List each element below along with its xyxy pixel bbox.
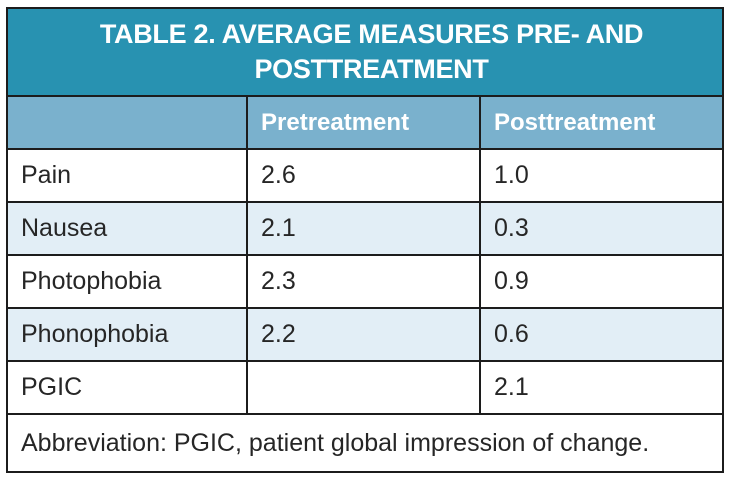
- column-header-pretreatment: Pretreatment: [246, 95, 481, 150]
- posttreatment-value: 0.6: [478, 307, 725, 362]
- table-row-phonophobia: Phonophobia 2.2 0.6: [6, 307, 725, 362]
- posttreatment-value: 2.1: [478, 360, 725, 415]
- table-title-line1: TABLE 2. AVERAGE MEASURES PRE- AND: [99, 19, 644, 50]
- pretreatment-value: 2.6: [246, 148, 481, 203]
- measures-table: TABLE 2. AVERAGE MEASURES PRE- AND POSTT…: [5, 7, 725, 473]
- abbreviation-footnote: Abbreviation: PGIC, patient global impre…: [5, 413, 725, 473]
- row-label: Pain: [6, 148, 248, 203]
- posttreatment-value: 1.0: [478, 148, 725, 203]
- posttreatment-value: 0.9: [478, 254, 725, 309]
- pretreatment-value: 2.2: [246, 307, 481, 362]
- posttreatment-value: 0.3: [478, 201, 725, 256]
- pretreatment-value: 2.3: [246, 254, 481, 309]
- title-row: TABLE 2. AVERAGE MEASURES PRE- AND POSTT…: [5, 7, 725, 97]
- table-title: TABLE 2. AVERAGE MEASURES PRE- AND POSTT…: [99, 17, 644, 86]
- pretreatment-value: 2.1: [246, 201, 481, 256]
- row-label: PGIC: [6, 360, 248, 415]
- table-title-line2: POSTTREATMENT: [254, 54, 489, 84]
- row-label: Nausea: [6, 201, 248, 256]
- row-label: Phonophobia: [6, 307, 248, 362]
- table-row-pain: Pain 2.6 1.0: [6, 148, 725, 203]
- column-header-row: Pretreatment Posttreatment: [6, 95, 725, 150]
- column-header-posttreatment: Posttreatment: [478, 95, 725, 150]
- footnote-row: Abbreviation: PGIC, patient global impre…: [5, 413, 725, 473]
- table-row-pgic: PGIC 2.1: [6, 360, 725, 415]
- table-row-nausea: Nausea 2.1 0.3: [6, 201, 725, 256]
- column-header-measure: [6, 95, 248, 150]
- table-title-band: TABLE 2. AVERAGE MEASURES PRE- AND POSTT…: [5, 7, 725, 97]
- table-row-photophobia: Photophobia 2.3 0.9: [6, 254, 725, 309]
- pretreatment-value: [246, 360, 481, 415]
- row-label: Photophobia: [6, 254, 248, 309]
